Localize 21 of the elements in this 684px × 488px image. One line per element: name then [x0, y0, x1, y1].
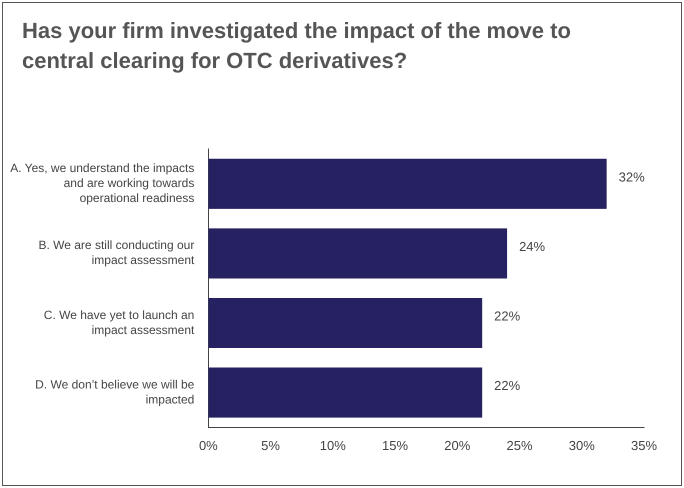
- x-tick-label: 10%: [320, 438, 346, 453]
- data-label: 24%: [519, 238, 546, 254]
- y-tick-label: D. We don’t believe we will be impacted: [35, 377, 195, 406]
- data-label: 22%: [494, 378, 521, 394]
- x-tick-label: 35%: [630, 438, 658, 453]
- x-tick-label: 0%: [198, 438, 218, 453]
- x-tick-label: 25%: [506, 438, 533, 453]
- x-tick-label: 20%: [444, 438, 471, 453]
- bar: [208, 368, 482, 418]
- bar: [208, 298, 482, 348]
- x-tick-label: 15%: [382, 438, 408, 453]
- chart-title: Has your firm investigated the impact of the move to central clearing for OTC derivatives?: [22, 17, 572, 75]
- data-label: 22%: [494, 308, 521, 324]
- y-tick-label: A. Yes, we understand the impacts and are working towards operational readiness: [10, 161, 194, 206]
- x-tick-label: 30%: [568, 438, 596, 453]
- x-tick-label: 5%: [261, 438, 280, 453]
- y-tick-label: B. We are still conducting our impact assessment: [38, 238, 195, 268]
- bar: [208, 158, 607, 209]
- data-label: 32%: [618, 169, 646, 184]
- y-tick-label: C. We have yet to launch an impact assessment: [44, 308, 195, 337]
- bar: [208, 228, 508, 278]
